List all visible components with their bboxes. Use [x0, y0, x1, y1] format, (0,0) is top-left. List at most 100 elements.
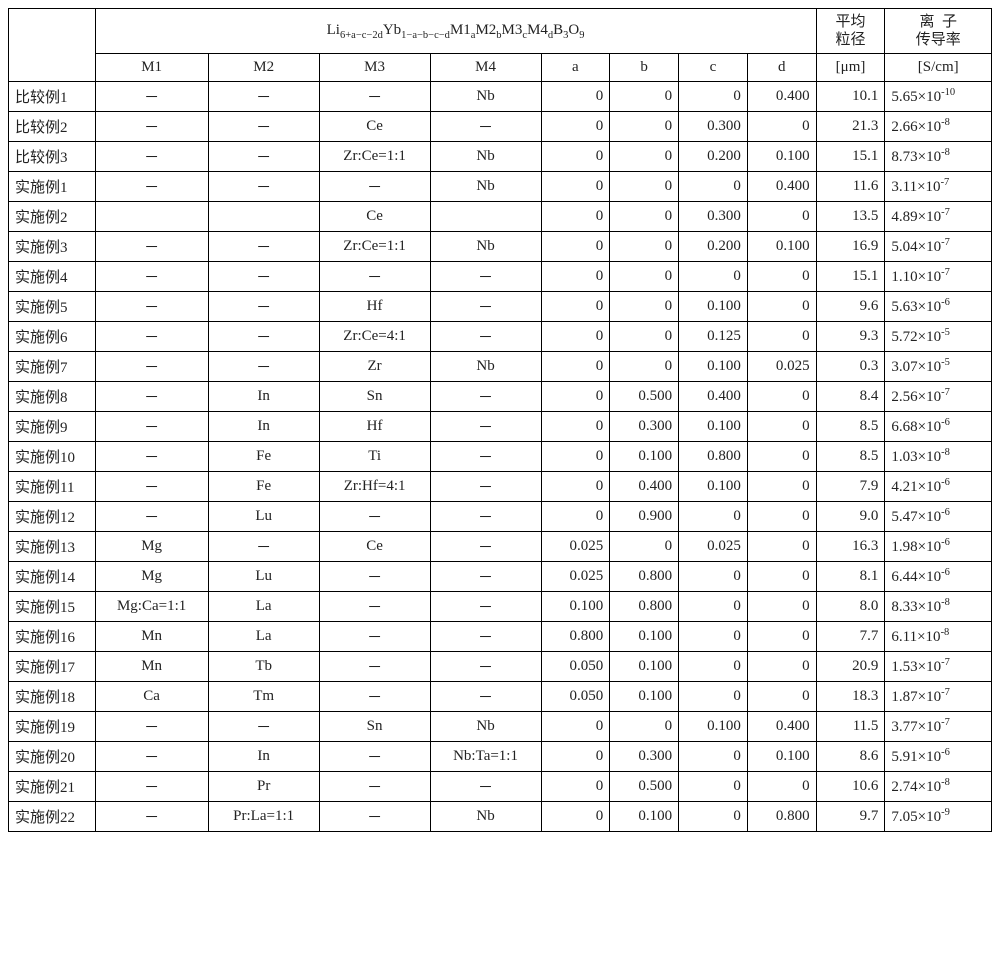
- cell-d: 0: [747, 772, 816, 802]
- table-body: 比较例1－－－Nb0000.40010.15.65×10-10比较例2－－Ce－…: [9, 82, 992, 832]
- cell-d: 0: [747, 472, 816, 502]
- cell-c: 0.400: [679, 382, 748, 412]
- cell-a: 0.025: [541, 562, 610, 592]
- row-label: 实施例13: [9, 532, 96, 562]
- cell-m4: －: [430, 532, 541, 562]
- cell-cond: 5.72×10-5: [885, 322, 992, 352]
- cell-size: 11.6: [816, 172, 885, 202]
- cell-size: 8.0: [816, 592, 885, 622]
- cell-m3: Zr:Ce=1:1: [319, 232, 430, 262]
- cell-m1: －: [95, 472, 208, 502]
- cell-cond: 5.65×10-10: [885, 82, 992, 112]
- cell-c: 0.200: [679, 142, 748, 172]
- cell-c: 0: [679, 682, 748, 712]
- cell-m2: －: [208, 292, 319, 322]
- cell-a: 0: [541, 142, 610, 172]
- cell-m1: －: [95, 232, 208, 262]
- cell-m2: －: [208, 262, 319, 292]
- cell-b: 0: [610, 82, 679, 112]
- size-header-top: 平均粒径: [816, 9, 885, 54]
- cell-m3: －: [319, 682, 430, 712]
- cell-b: 0.100: [610, 442, 679, 472]
- row-label: 实施例8: [9, 382, 96, 412]
- cell-m3: Zr:Hf=4:1: [319, 472, 430, 502]
- table-row: 实施例1－－－Nb0000.40011.63.11×10-7: [9, 172, 992, 202]
- row-label: 实施例6: [9, 322, 96, 352]
- cell-c: 0: [679, 772, 748, 802]
- cell-m4: Nb: [430, 352, 541, 382]
- row-label: 实施例5: [9, 292, 96, 322]
- row-label: 实施例2: [9, 202, 96, 232]
- cell-size: 15.1: [816, 142, 885, 172]
- cell-size: 8.6: [816, 742, 885, 772]
- cell-m4: －: [430, 772, 541, 802]
- table-row: 实施例9－InHf－00.3000.10008.56.68×10-6: [9, 412, 992, 442]
- cell-a: 0: [541, 202, 610, 232]
- cell-m2: La: [208, 592, 319, 622]
- cell-b: 0.300: [610, 412, 679, 442]
- corner-blank: [9, 9, 96, 82]
- cell-size: 11.5: [816, 712, 885, 742]
- table-row: 实施例10－FeTi－00.1000.80008.51.03×10-8: [9, 442, 992, 472]
- row-label: 比较例1: [9, 82, 96, 112]
- cell-m1: －: [95, 412, 208, 442]
- cell-size: 8.5: [816, 442, 885, 472]
- cell-d: 0.400: [747, 172, 816, 202]
- cell-a: 0: [541, 772, 610, 802]
- cell-m4: Nb: [430, 802, 541, 832]
- cell-m4: Nb: [430, 142, 541, 172]
- cell-cond: 6.68×10-6: [885, 412, 992, 442]
- cell-m4: －: [430, 622, 541, 652]
- cell-m1: Mn: [95, 622, 208, 652]
- cell-b: 0.900: [610, 502, 679, 532]
- cell-a: 0: [541, 472, 610, 502]
- table-row: 比较例2－－Ce－000.300021.32.66×10-8: [9, 112, 992, 142]
- cell-cond: 6.11×10-8: [885, 622, 992, 652]
- cell-c: 0: [679, 502, 748, 532]
- cell-a: 0: [541, 112, 610, 142]
- cell-b: 0.800: [610, 562, 679, 592]
- cell-cond: 8.73×10-8: [885, 142, 992, 172]
- cell-a: 0: [541, 292, 610, 322]
- cell-c: 0.100: [679, 352, 748, 382]
- table-row: 实施例19－－SnNb000.1000.40011.53.77×10-7: [9, 712, 992, 742]
- cell-size: 9.3: [816, 322, 885, 352]
- cell-a: 0: [541, 232, 610, 262]
- col-m2: M2: [208, 54, 319, 82]
- cell-size: 8.5: [816, 412, 885, 442]
- cell-b: 0.300: [610, 742, 679, 772]
- cell-d: 0.100: [747, 232, 816, 262]
- cell-b: 0: [610, 292, 679, 322]
- row-label: 实施例3: [9, 232, 96, 262]
- cell-d: 0: [747, 112, 816, 142]
- row-label: 实施例7: [9, 352, 96, 382]
- table-row: 实施例7－－ZrNb000.1000.0250.33.07×10-5: [9, 352, 992, 382]
- cell-a: 0: [541, 82, 610, 112]
- cell-cond: 1.03×10-8: [885, 442, 992, 472]
- cell-cond: 7.05×10-9: [885, 802, 992, 832]
- cond-header-top: 离 子传导率: [885, 9, 992, 54]
- cell-m4: －: [430, 652, 541, 682]
- cell-m1: －: [95, 292, 208, 322]
- cell-m2: Fe: [208, 442, 319, 472]
- cell-m4: －: [430, 502, 541, 532]
- cell-d: 0.025: [747, 352, 816, 382]
- cell-c: 0: [679, 562, 748, 592]
- cell-d: 0: [747, 682, 816, 712]
- cell-c: 0.100: [679, 292, 748, 322]
- cell-a: 0.025: [541, 532, 610, 562]
- cell-d: 0.100: [747, 742, 816, 772]
- cell-m1: －: [95, 502, 208, 532]
- cell-m1: －: [95, 802, 208, 832]
- cell-b: 0.100: [610, 682, 679, 712]
- cell-size: 13.5: [816, 202, 885, 232]
- col-b: b: [610, 54, 679, 82]
- cell-a: 0.050: [541, 682, 610, 712]
- cell-d: 0: [747, 262, 816, 292]
- cell-m3: Sn: [319, 712, 430, 742]
- cell-d: 0: [747, 412, 816, 442]
- cell-b: 0.100: [610, 652, 679, 682]
- table-row: 实施例4－－－－000015.11.10×10-7: [9, 262, 992, 292]
- cell-cond: 6.44×10-6: [885, 562, 992, 592]
- cell-m1: Ca: [95, 682, 208, 712]
